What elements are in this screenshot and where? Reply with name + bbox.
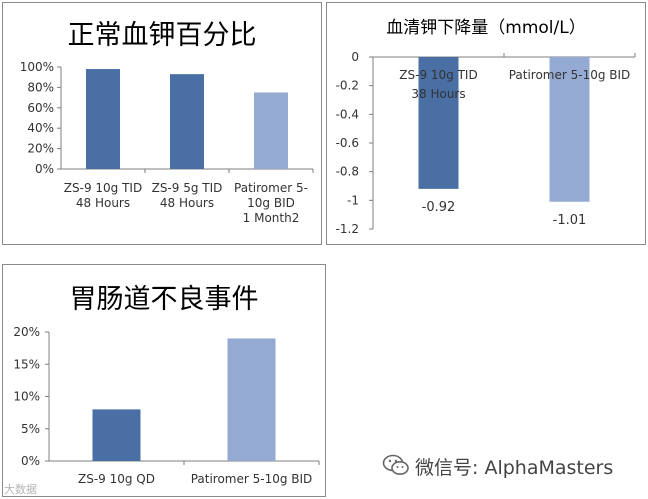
data-label: -0.92 [422, 200, 456, 215]
bar [227, 338, 276, 461]
bar-chart-gi-adverse-events: 0% 5% 10% 15% 20% ZS-9 10g QD Patiromer 5-10g … [13, 325, 320, 486]
x-category-label: ZS-9 10g TID 48 Hours [64, 181, 142, 210]
x-category-label: ZS-9 10g QD [78, 472, 155, 486]
y-tick-label: 40% [27, 121, 54, 135]
bar [86, 69, 120, 169]
y-tick-label: -0.2 [336, 79, 359, 93]
bar [170, 74, 204, 169]
x-category-label: Patiromer 5-10g BID [509, 68, 631, 82]
y-tick-label: 10% [13, 390, 40, 404]
y-tick-label: 60% [27, 101, 54, 115]
y-tick-label: 100% [20, 60, 54, 74]
y-tick-label: -0.4 [336, 107, 359, 121]
bar [549, 57, 590, 202]
chart-panel-gi-adverse-events: 胃肠道不良事件 0% 5% 10% 15% 20% ZS-9 10g QD Patirome… [2, 264, 326, 497]
chart-title: 正常血钾百分比 [67, 20, 257, 51]
watermark-text: 微信号: AlphaMasters [415, 457, 614, 479]
chart-panel-potassium-reduction: 血清钾下降量（mmol/L） 0 -0.2 -0.4 -0.6 -0.8 -1 -1.2 ZS… [326, 2, 646, 245]
y-tick-label: 5% [21, 422, 40, 436]
x-category-label: ZS-9 5g TID 48 Hours [152, 181, 223, 210]
y-tick-label: 0% [21, 454, 40, 468]
y-tick-label: 15% [13, 357, 40, 371]
chart-panel-normal-potassium: 正常血钾百分比 0% 20% 40% 60% 80% 100% ZS-9 10g TID 48… [2, 2, 322, 245]
y-tick-label: 20% [13, 325, 40, 339]
y-tick-label: 0 [351, 50, 359, 64]
bar [418, 57, 459, 189]
y-tick-label: -0.6 [336, 136, 359, 150]
y-tick-label: -1.2 [336, 222, 359, 236]
x-category-label: Patiromer 5-10g BID [191, 472, 313, 486]
wechat-icon [382, 454, 409, 475]
bar [92, 409, 141, 461]
y-tick-label: 80% [27, 80, 54, 94]
y-tick-label: 20% [27, 142, 54, 156]
data-label: -1.01 [553, 213, 587, 228]
bar-chart-normal-potassium: 0% 20% 40% 60% 80% 100% ZS-9 10g TID 48 Hours ZS… [20, 60, 314, 225]
y-tick-label: -1 [347, 193, 359, 207]
y-tick-label: -0.8 [336, 165, 359, 179]
bar [254, 92, 288, 169]
x-category-label: Patiromer 5-10g BID 1 Month2 [234, 181, 308, 225]
chart-title: 血清钾下降量（mmol/L） [386, 18, 586, 38]
y-tick-label: 0% [35, 162, 54, 176]
chart-title: 胃肠道不良事件 [69, 284, 259, 315]
x-category-label: ZS-9 10g TID 38 Hours [399, 68, 477, 101]
bar-chart-potassium-reduction: 0 -0.2 -0.4 -0.6 -0.8 -1 -1.2 ZS-9 10g TID 38 Ho… [336, 50, 636, 236]
corner-watermark: 大数据 [4, 483, 37, 496]
